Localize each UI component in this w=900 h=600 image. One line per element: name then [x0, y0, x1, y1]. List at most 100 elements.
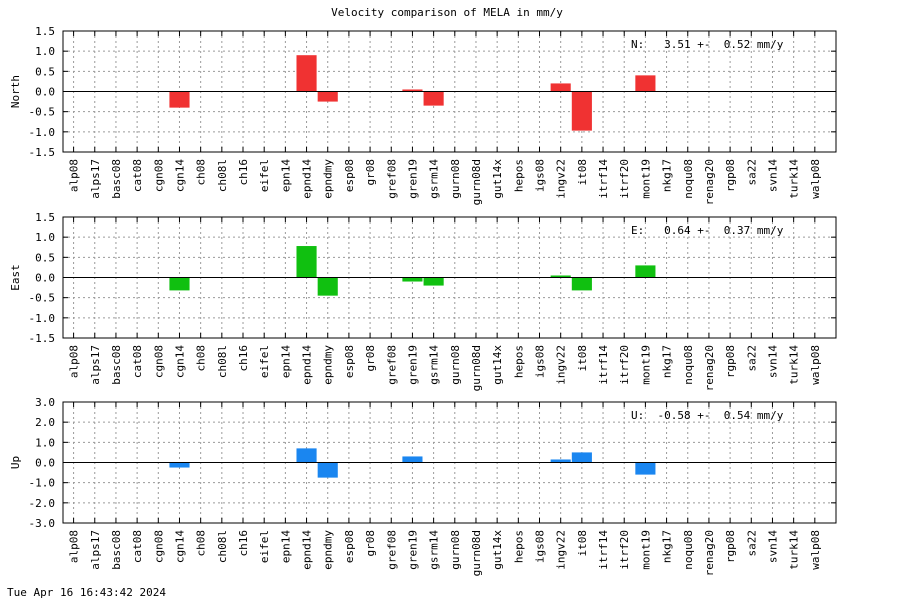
- up-x-tick-label: igs08: [534, 530, 547, 563]
- up-x-tick-label: ch16: [237, 530, 250, 557]
- north-x-tick-label: cgn08: [152, 159, 165, 192]
- north-bar-gren19: [402, 89, 423, 92]
- east-x-tick-label: nkg17: [661, 345, 674, 378]
- east-x-tick-label: walp08: [809, 345, 822, 385]
- north-y-tick-label: 1.5: [35, 25, 55, 38]
- east-x-tick-label: gurn08: [449, 345, 462, 385]
- east-x-tick-label: itrf14: [597, 345, 610, 385]
- east-velocity-annotation: E: 0.64 +- 0.37 mm/y: [631, 224, 784, 237]
- east-bar-epnd14: [296, 246, 317, 278]
- up-x-tick-label: noqu08: [682, 530, 695, 570]
- north-x-tick-label: turk14: [788, 159, 801, 199]
- north-x-tick-label: basc08: [110, 159, 123, 199]
- north-x-tick-label: igs08: [534, 159, 547, 192]
- up-x-tick-label: hepos: [512, 530, 525, 563]
- north-velocity-annotation: N: 3.51 +- 0.52 mm/y: [631, 38, 784, 51]
- north-x-tick-label: nkg17: [661, 159, 674, 192]
- east-x-tick-label: gsrm14: [428, 345, 441, 385]
- up-plot-frame: [62, 401, 837, 524]
- east-y-tick-label: 0.5: [35, 251, 55, 264]
- east-x-tick-label: gurn08d: [470, 345, 483, 391]
- east-x-tick-label: gref08: [385, 345, 398, 385]
- north-x-tick-label: epndmy: [322, 159, 335, 199]
- up-x-tick-label: turk14: [788, 530, 801, 570]
- up-x-tick-label: cat08: [131, 530, 144, 563]
- up-x-tick-label: epn14: [279, 530, 292, 563]
- east-plot-frame: [62, 216, 837, 339]
- east-x-tick-label: eifel: [258, 345, 271, 378]
- east-x-tick-label: ch16: [237, 345, 250, 372]
- up-y-tick-label: 2.0: [35, 416, 55, 429]
- east-y-tick-label: 1.5: [35, 211, 55, 224]
- up-bar-ingv22: [550, 459, 571, 463]
- east-x-tick-label: epn14: [279, 345, 292, 378]
- north-x-tick-label: epn14: [279, 159, 292, 192]
- north-x-tick-label: ch08: [195, 159, 208, 186]
- north-y-tick-label: 0.0: [35, 86, 55, 99]
- up-x-tick-label: epndmy: [322, 530, 335, 570]
- east-x-tick-label: gut14x: [491, 345, 504, 385]
- north-x-tick-label: rgp08: [724, 159, 737, 192]
- north-y-tick-label: 1.0: [35, 45, 55, 58]
- east-bar-mont19: [635, 265, 656, 278]
- north-x-tick-label: gref08: [385, 159, 398, 199]
- north-bar-cgn14: [169, 91, 190, 108]
- east-x-tick-label: alp08: [68, 345, 81, 378]
- east-y-tick-label: 0.0: [35, 272, 55, 285]
- up-x-tick-label: cgn08: [152, 530, 165, 563]
- east-x-tick-label: hepos: [512, 345, 525, 378]
- up-x-tick-label: walp08: [809, 530, 822, 570]
- up-x-tick-label: gren19: [406, 530, 419, 570]
- up-x-tick-label: gr08: [364, 530, 377, 557]
- east-x-tick-label: sa22: [745, 345, 758, 372]
- north-x-tick-label: ch16: [237, 159, 250, 186]
- north-x-tick-label: itrf14: [597, 159, 610, 199]
- up-bar-gren19: [402, 456, 423, 463]
- north-y-tick-label: 0.5: [35, 65, 55, 78]
- east-bar-cgn14: [169, 277, 190, 291]
- up-x-tick-label: gut14x: [491, 530, 504, 570]
- up-bar-mont19: [635, 462, 656, 475]
- north-x-tick-label: it08: [576, 159, 589, 186]
- up-x-tick-label: ingv22: [555, 530, 568, 570]
- up-x-tick-label: ch08l: [216, 530, 229, 563]
- east-x-tick-label: esp08: [343, 345, 356, 378]
- up-y-tick-label: 3.0: [35, 396, 55, 409]
- north-x-tick-label: mont19: [639, 159, 652, 199]
- up-x-tick-label: esp08: [343, 530, 356, 563]
- up-y-tick-label: -1.0: [29, 477, 56, 490]
- north-x-tick-label: sa22: [745, 159, 758, 186]
- north-bar-mont19: [635, 75, 656, 92]
- up-axis-label: Up: [9, 456, 22, 469]
- north-x-tick-label: ch08l: [216, 159, 229, 192]
- up-x-tick-label: alp08: [68, 530, 81, 563]
- north-x-tick-label: gsrm14: [428, 159, 441, 199]
- east-x-tick-label: gr08: [364, 345, 377, 372]
- north-y-tick-label: -0.5: [29, 106, 56, 119]
- up-x-tick-label: it08: [576, 530, 589, 557]
- east-x-tick-label: ch08l: [216, 345, 229, 378]
- north-x-tick-label: walp08: [809, 159, 822, 199]
- east-bar-epndmy: [317, 277, 338, 296]
- north-x-tick-label: epnd14: [301, 159, 314, 199]
- east-bar-gsrm14: [423, 277, 444, 286]
- east-x-tick-label: rgp08: [724, 345, 737, 378]
- up-bar-it08: [571, 452, 592, 463]
- up-x-tick-label: ch08: [195, 530, 208, 557]
- north-y-tick-label: -1.5: [29, 146, 56, 159]
- north-x-tick-label: gurn08: [449, 159, 462, 199]
- east-x-tick-label: alps17: [89, 345, 102, 385]
- east-y-tick-label: -1.5: [29, 332, 56, 345]
- up-x-tick-label: cgn14: [173, 530, 186, 563]
- north-x-tick-label: gurn08d: [470, 159, 483, 205]
- east-x-tick-label: svn14: [766, 345, 779, 378]
- north-x-tick-label: cat08: [131, 159, 144, 192]
- east-x-tick-label: ch08: [195, 345, 208, 372]
- north-plot-frame: [62, 30, 837, 153]
- north-x-tick-label: ingv22: [555, 159, 568, 199]
- east-x-tick-label: gren19: [406, 345, 419, 385]
- up-x-tick-label: basc08: [110, 530, 123, 570]
- east-bar-it08: [571, 277, 592, 291]
- east-x-tick-label: renag20: [703, 345, 716, 391]
- north-x-tick-label: esp08: [343, 159, 356, 192]
